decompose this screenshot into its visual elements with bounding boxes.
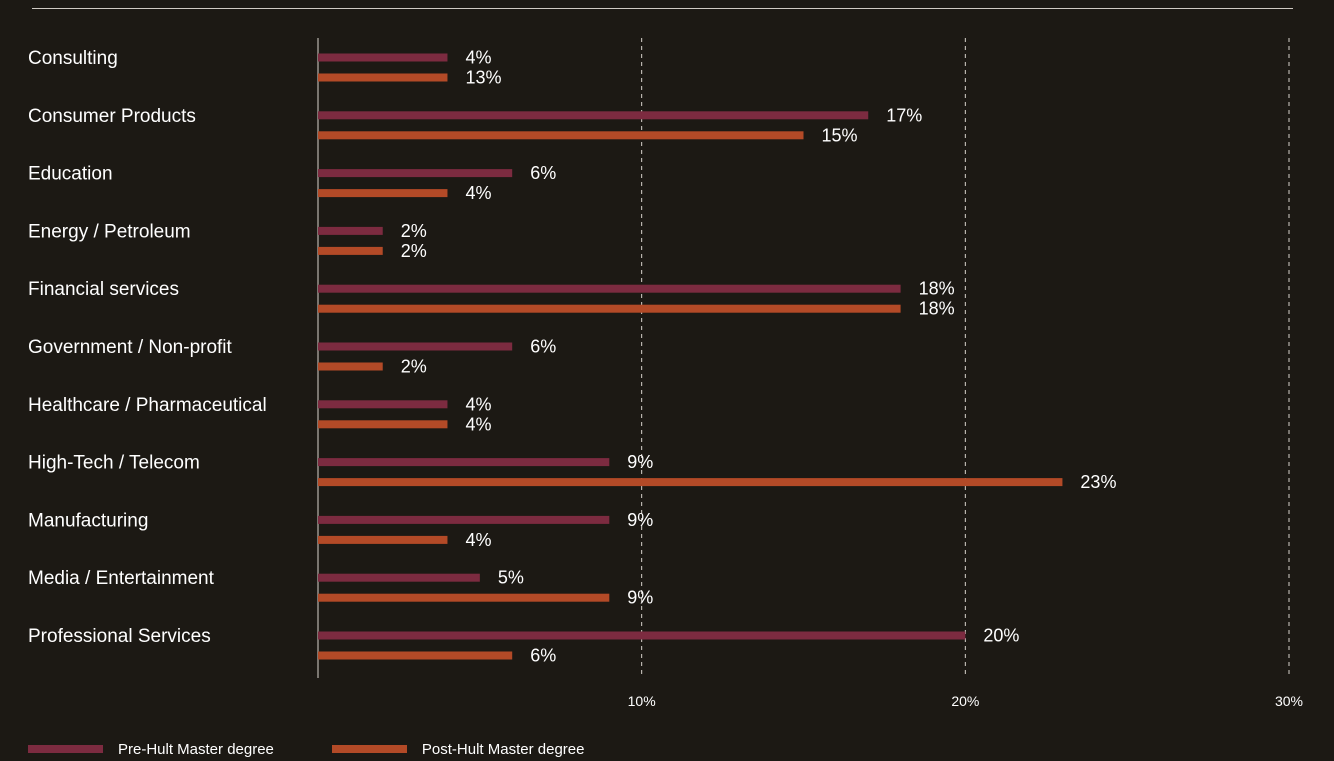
- bar-post: [318, 304, 901, 313]
- category-label: Education: [28, 164, 113, 185]
- bar-pre: [318, 631, 966, 640]
- x-tick-label: 10%: [628, 693, 656, 709]
- data-label: 4%: [465, 394, 491, 414]
- data-label: 13%: [465, 68, 501, 88]
- data-label: 4%: [465, 48, 491, 68]
- legend-item-pre: Pre-Hult Master degree: [28, 741, 274, 758]
- bar-post: [318, 651, 513, 660]
- x-tick-label: 30%: [1275, 693, 1303, 709]
- legend: Pre-Hult Master degree Post-Hult Master …: [28, 739, 642, 759]
- data-label: 2%: [401, 357, 427, 377]
- legend-label-post: Post-Hult Master degree: [421, 740, 585, 758]
- legend-label-pre: Pre-Hult Master degree: [118, 740, 274, 758]
- data-label: 2%: [401, 241, 427, 261]
- bar-pre: [318, 458, 610, 467]
- category-label: Financial services: [28, 279, 179, 300]
- bar-post: [318, 535, 448, 544]
- top-divider: [32, 8, 1293, 9]
- legend-swatch-post: [331, 745, 407, 753]
- data-label: 18%: [919, 299, 955, 319]
- bar-pre: [318, 169, 513, 178]
- data-label: 15%: [822, 125, 858, 145]
- x-tick-label: 20%: [951, 693, 979, 709]
- category-label: Media / Entertainment: [28, 568, 215, 589]
- bar-post: [318, 593, 610, 602]
- bar-post: [318, 131, 804, 140]
- bar-post: [318, 362, 383, 371]
- bar-post: [318, 73, 448, 82]
- category-label: Consumer Products: [28, 106, 196, 127]
- bar-pre: [318, 515, 610, 524]
- bar-pre: [318, 53, 448, 62]
- grid-layer: [317, 38, 1290, 678]
- data-label: 6%: [530, 646, 556, 666]
- bar-pre: [318, 111, 869, 120]
- category-label: Energy / Petroleum: [28, 221, 191, 242]
- data-label: 4%: [465, 530, 491, 550]
- bar-pre: [318, 573, 480, 582]
- bar-pre: [318, 400, 448, 409]
- category-label: Manufacturing: [28, 510, 148, 531]
- data-label: 17%: [886, 105, 922, 125]
- category-label: Government / Non-profit: [28, 337, 233, 358]
- data-label: 20%: [983, 626, 1019, 646]
- bar-post: [318, 420, 448, 429]
- data-label: 4%: [465, 414, 491, 434]
- category-label: Consulting: [28, 48, 118, 69]
- bar-pre: [318, 284, 901, 293]
- data-label: 23%: [1080, 472, 1116, 492]
- data-label: 6%: [530, 337, 556, 357]
- data-label: 6%: [530, 163, 556, 183]
- category-label: Professional Services: [28, 626, 211, 647]
- data-label: 2%: [401, 221, 427, 241]
- bar-post: [318, 189, 448, 198]
- bar-post: [318, 246, 383, 255]
- data-label: 9%: [627, 588, 653, 608]
- data-label: 9%: [627, 510, 653, 530]
- category-label: Healthcare / Pharmaceutical: [28, 395, 267, 416]
- bar-pre: [318, 342, 513, 351]
- bar-post: [318, 478, 1063, 487]
- legend-item-post: Post-Hult Master degree: [331, 740, 585, 758]
- data-label: 5%: [498, 568, 524, 588]
- bar-pre: [318, 226, 383, 235]
- data-label: 18%: [919, 279, 955, 299]
- category-label: High-Tech / Telecom: [28, 453, 200, 474]
- bars-layer: [318, 53, 1063, 660]
- labels-layer: 10% 20% 30%Consulting 4%13%Consumer Product…: [28, 48, 1303, 710]
- legend-swatch-pre: [28, 745, 103, 753]
- data-label: 9%: [627, 452, 653, 472]
- data-label: 4%: [465, 183, 491, 203]
